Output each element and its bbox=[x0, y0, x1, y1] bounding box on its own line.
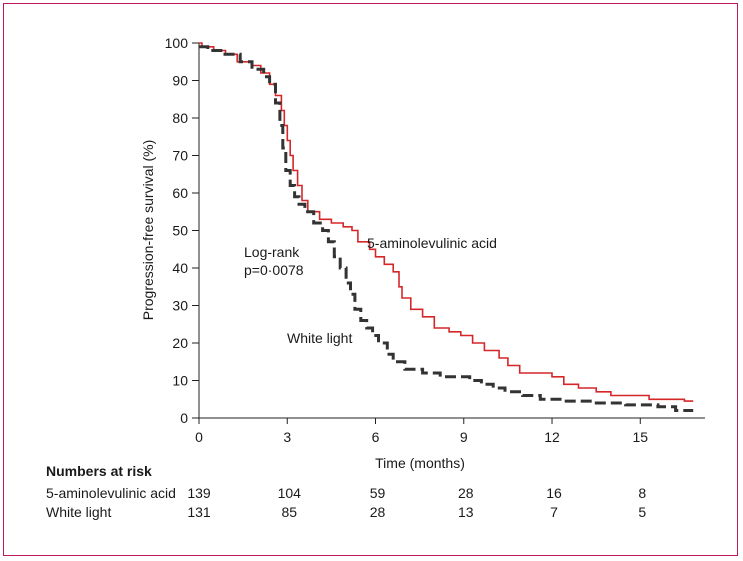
risk-value: 131 bbox=[187, 504, 211, 520]
series-line-white-light bbox=[199, 45, 694, 412]
x-tick-label: 15 bbox=[632, 429, 648, 445]
x-axis-label: Time (months) bbox=[375, 455, 465, 471]
y-tick-label: 20 bbox=[172, 335, 188, 351]
risk-value: 8 bbox=[638, 485, 647, 501]
risk-table-title: Numbers at risk bbox=[46, 463, 152, 479]
logrank-label: Log-rank bbox=[244, 244, 300, 260]
x-tick-label: 3 bbox=[283, 429, 291, 445]
y-tick-label: 40 bbox=[172, 260, 188, 276]
y-tick-label: 80 bbox=[172, 110, 188, 126]
risk-row-label: White light bbox=[46, 504, 112, 520]
risk-value: 139 bbox=[187, 485, 211, 501]
y-tick-label: 90 bbox=[172, 73, 188, 89]
y-axis-label: Progression-free survival (%) bbox=[140, 140, 156, 321]
risk-value: 59 bbox=[369, 485, 386, 501]
series-line-ala bbox=[199, 42, 694, 402]
x-tick-label: 6 bbox=[372, 429, 380, 445]
x-tick-label: 0 bbox=[195, 429, 203, 445]
series-label-ala: 5-aminolevulinic acid bbox=[367, 235, 497, 251]
risk-value: 28 bbox=[457, 485, 474, 501]
y-tick-label: 50 bbox=[172, 223, 188, 239]
logrank-pvalue: p=0·0078 bbox=[244, 262, 304, 278]
x-tick-label: 12 bbox=[544, 429, 560, 445]
risk-value: 5 bbox=[638, 504, 647, 520]
figure-frame bbox=[3, 3, 738, 556]
y-tick-label: 100 bbox=[165, 35, 189, 51]
y-tick-label: 30 bbox=[172, 298, 188, 314]
risk-row-label: 5-aminolevulinic acid bbox=[46, 485, 176, 501]
risk-value: 104 bbox=[277, 485, 301, 501]
y-tick-label: 60 bbox=[172, 185, 188, 201]
risk-value: 7 bbox=[550, 504, 558, 520]
y-tick-label: 10 bbox=[172, 373, 188, 389]
x-tick-label: 9 bbox=[460, 429, 468, 445]
risk-value: 16 bbox=[546, 485, 562, 501]
series-label-white-light: White light bbox=[287, 330, 352, 346]
risk-value: 28 bbox=[369, 504, 386, 520]
risk-value: 85 bbox=[281, 504, 298, 520]
y-tick-label: 70 bbox=[172, 148, 188, 164]
y-tick-label: 0 bbox=[180, 410, 188, 426]
risk-value: 13 bbox=[457, 504, 474, 520]
